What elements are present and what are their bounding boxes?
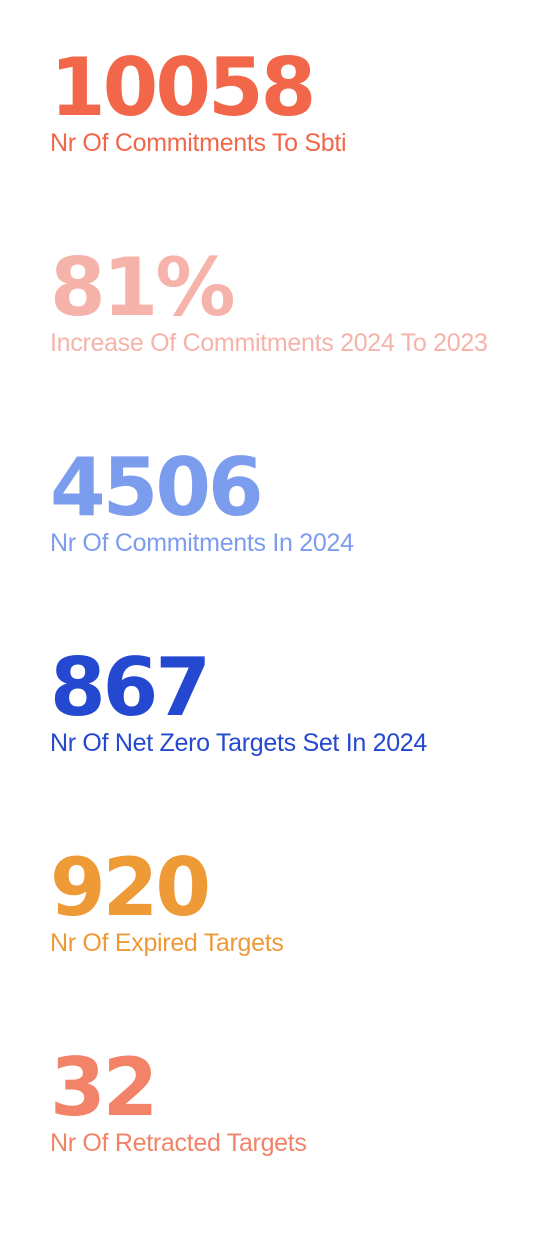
stat-value: 10058: [50, 41, 316, 134]
stat-label: Nr Of Commitments In 2024: [50, 529, 354, 557]
stats-panel: 10058 Nr Of Commitments To Sbti 81% Incr…: [50, 48, 540, 1248]
stat-retracted-targets: 32 Nr Of Retracted Targets: [50, 1048, 540, 1248]
stat-value: 920: [50, 841, 211, 934]
stat-label: Nr Of Commitments To Sbti: [50, 129, 347, 157]
stat-label: Increase Of Commitments 2024 To 2023: [50, 329, 488, 357]
stat-value: 867: [50, 641, 211, 734]
stat-net-zero-targets: 867 Nr Of Net Zero Targets Set In 2024: [50, 648, 540, 848]
stat-value: 4506: [50, 441, 264, 534]
stat-expired-targets: 920 Nr Of Expired Targets: [50, 848, 540, 1048]
stat-value: 81%: [50, 241, 235, 334]
stat-label: Nr Of Retracted Targets: [50, 1129, 307, 1157]
stat-increase-of-commitments: 81% Increase Of Commitments 2024 To 2023: [50, 248, 540, 448]
stat-label: Nr Of Net Zero Targets Set In 2024: [50, 729, 428, 757]
stat-commitments-to-sbti: 10058 Nr Of Commitments To Sbti: [50, 48, 540, 248]
stat-label: Nr Of Expired Targets: [50, 929, 284, 957]
stat-value: 32: [50, 1041, 158, 1134]
stat-commitments-in-2024: 4506 Nr Of Commitments In 2024: [50, 448, 540, 648]
